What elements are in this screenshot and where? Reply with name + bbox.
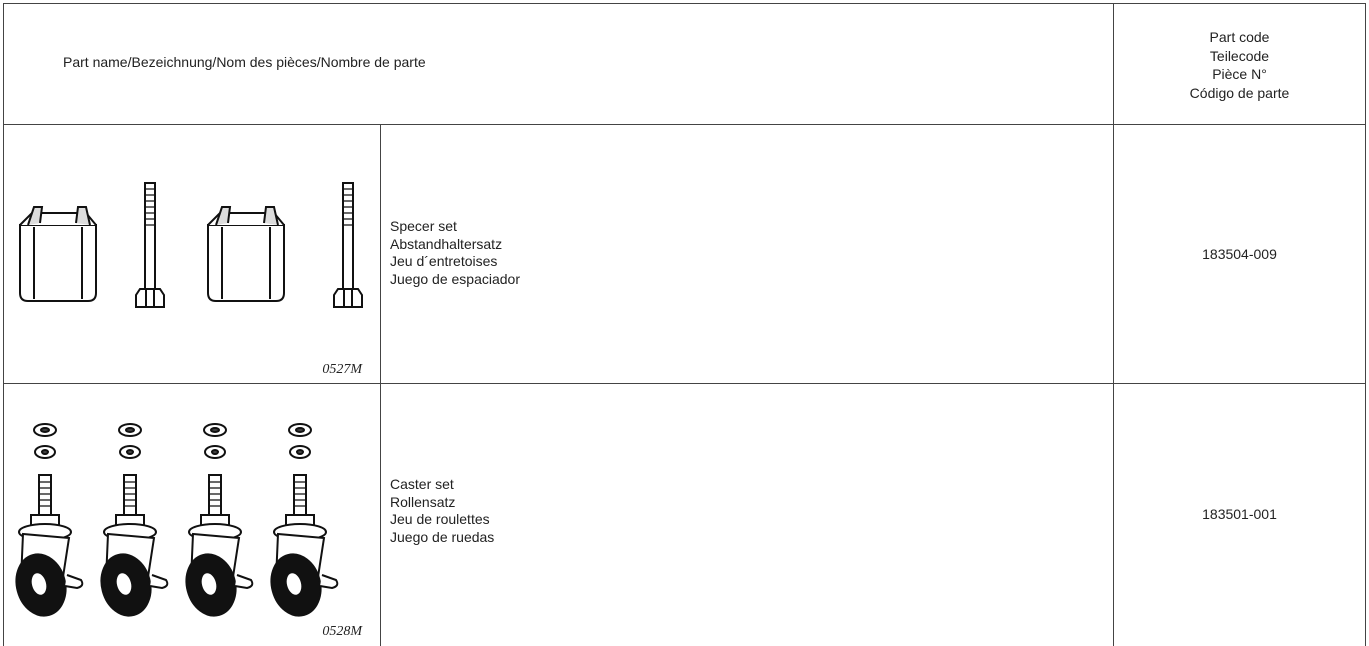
part-name: Specer set (390, 218, 457, 234)
part-name: Jeu de roulettes (390, 511, 490, 527)
border (3, 3, 1366, 4)
border (3, 3, 4, 646)
figure-label: 0527M (322, 362, 362, 377)
header-name: Part name/Bezeichnung/Nom des pièces/Nom… (63, 54, 426, 70)
header-code-line: Part code (1209, 29, 1270, 45)
part-names: Specer set Abstandhaltersatz Jeu d´entre… (390, 218, 520, 288)
figure-label: 0528M (322, 624, 362, 639)
border (3, 383, 1366, 384)
header-code-line: Teilecode (1209, 47, 1270, 64)
part-name: Juego de ruedas (390, 528, 495, 545)
part-name: Jeu d´entretoises (390, 253, 498, 269)
border (3, 124, 1366, 125)
border (1113, 3, 1114, 646)
part-name: Rollensatz (390, 493, 456, 510)
part-names: Caster set Rollensatz Jeu de roulettes J… (390, 476, 494, 546)
part-code: 183504-009 (1202, 246, 1277, 262)
header-code-line: Código de parte (1189, 84, 1290, 101)
illustrations (8, 182, 363, 623)
part-code: 183501-001 (1202, 506, 1277, 522)
header-code: Part code Teilecode Pièce N° Código de p… (1113, 28, 1366, 102)
part-name: Caster set (390, 476, 454, 492)
part-name: Juego de espaciador (390, 270, 520, 287)
border (1365, 3, 1366, 646)
header-code-line: Pièce N° (1212, 66, 1267, 82)
border (380, 124, 381, 646)
part-name: Abstandhaltersatz (390, 235, 503, 252)
